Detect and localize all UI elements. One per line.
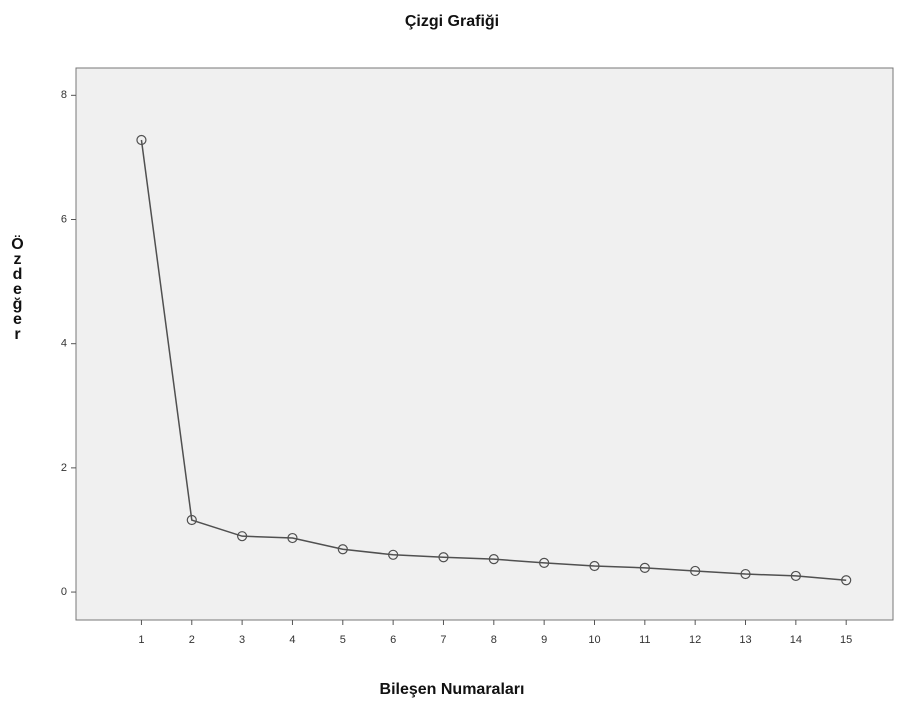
data-point xyxy=(539,557,550,568)
plot-area xyxy=(75,67,894,621)
x-tick-label: 3 xyxy=(239,634,245,646)
x-tick-label: 2 xyxy=(189,634,195,646)
data-point xyxy=(287,532,298,544)
x-tick-label: 4 xyxy=(289,634,295,646)
chart-title: Çizgi Grafiği xyxy=(405,13,499,30)
y-tick-label: 2 xyxy=(61,462,67,474)
x-tick-label: 10 xyxy=(588,634,600,646)
data-point xyxy=(740,568,751,580)
x-axis-label: Bileşen Numaraları xyxy=(380,681,525,698)
x-tick-label: 14 xyxy=(790,634,802,646)
y-tick-label: 8 xyxy=(61,89,67,101)
data-point xyxy=(337,544,348,555)
data-point xyxy=(136,134,147,146)
x-tick-label: 11 xyxy=(639,634,650,646)
data-point xyxy=(438,552,449,563)
data-point xyxy=(639,562,650,573)
x-tick-label: 8 xyxy=(491,634,497,646)
data-point xyxy=(488,554,499,565)
data-point xyxy=(841,575,852,586)
x-tick-label: 9 xyxy=(541,634,547,646)
data-point xyxy=(790,570,801,582)
y-tick-label: 6 xyxy=(61,213,67,225)
data-line xyxy=(140,139,847,582)
x-tick-label: 13 xyxy=(739,634,751,646)
x-tick-label: 5 xyxy=(340,634,346,646)
data-point xyxy=(237,531,248,542)
x-tick-label: 12 xyxy=(689,634,701,646)
x-tick-label: 6 xyxy=(390,634,396,646)
data-point xyxy=(690,565,701,577)
data-point xyxy=(589,560,600,572)
y-tick-label: 4 xyxy=(61,338,67,350)
data-point xyxy=(186,514,197,526)
data-point xyxy=(388,549,399,560)
y-axis-label: Özdeğer xyxy=(9,236,26,341)
x-tick-label: 7 xyxy=(440,634,446,646)
x-tick-label: 15 xyxy=(840,634,852,646)
y-tick-label: 0 xyxy=(61,586,67,598)
x-tick-label: 1 xyxy=(138,634,144,646)
